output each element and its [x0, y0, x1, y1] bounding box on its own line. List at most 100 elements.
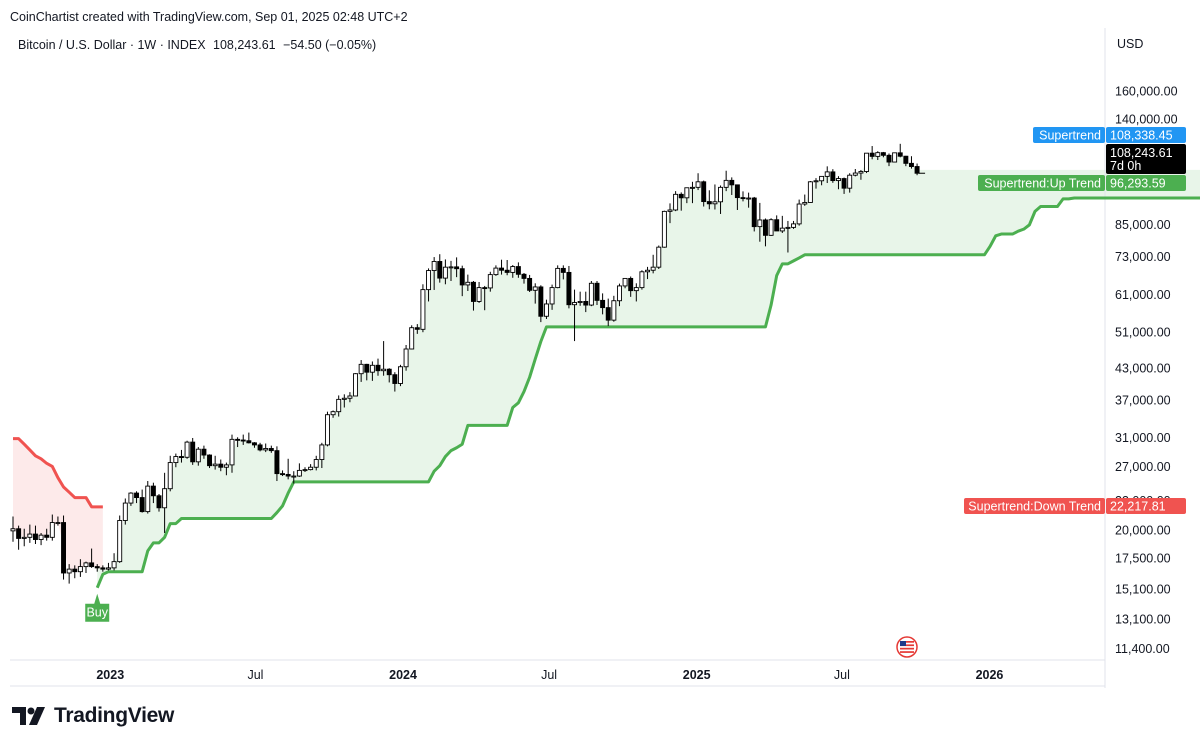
candle[interactable] [892, 152, 898, 163]
candle[interactable] [470, 281, 476, 311]
candle[interactable] [858, 169, 864, 180]
candle[interactable] [257, 442, 263, 452]
candle[interactable] [285, 458, 291, 480]
candle[interactable] [588, 281, 594, 307]
candle[interactable] [543, 299, 549, 319]
candle[interactable] [150, 482, 156, 504]
candle[interactable] [824, 166, 830, 184]
candle[interactable] [94, 564, 100, 572]
candle[interactable] [184, 440, 190, 459]
candle[interactable] [746, 192, 752, 208]
candle[interactable] [706, 190, 712, 210]
candle[interactable] [661, 210, 667, 248]
candle[interactable] [729, 177, 735, 195]
candle[interactable] [830, 169, 836, 183]
candle[interactable] [807, 180, 813, 203]
candle[interactable] [381, 341, 387, 376]
candle[interactable] [251, 442, 257, 448]
candle[interactable] [734, 184, 740, 210]
candle[interactable] [207, 454, 213, 469]
candle[interactable] [38, 532, 44, 546]
candle[interactable] [100, 565, 106, 572]
candle[interactable] [235, 437, 241, 448]
candle[interactable] [212, 455, 218, 470]
candle[interactable] [77, 559, 83, 577]
candle[interactable] [639, 270, 645, 290]
candle[interactable] [678, 192, 684, 211]
candle[interactable] [650, 254, 656, 274]
candle[interactable] [802, 194, 808, 206]
candle[interactable] [397, 364, 403, 387]
candle[interactable] [572, 289, 578, 342]
candle[interactable] [594, 281, 600, 306]
candle[interactable] [134, 491, 140, 504]
candle[interactable] [785, 220, 791, 253]
candle[interactable] [89, 548, 95, 568]
candle[interactable] [375, 358, 381, 376]
candle[interactable] [465, 274, 471, 291]
candle[interactable] [875, 151, 881, 161]
candle[interactable] [538, 285, 544, 323]
candle[interactable] [358, 360, 364, 382]
candle[interactable] [268, 445, 274, 453]
candle[interactable] [813, 178, 819, 189]
candle[interactable] [117, 515, 123, 563]
candle[interactable] [622, 277, 628, 289]
candle[interactable] [414, 324, 420, 334]
candle[interactable] [499, 259, 505, 275]
candle[interactable] [403, 345, 409, 371]
candle[interactable] [442, 259, 448, 285]
candle[interactable] [819, 175, 825, 186]
candle[interactable] [291, 471, 297, 484]
candle[interactable] [779, 215, 785, 233]
candle[interactable] [482, 285, 488, 311]
candle[interactable] [32, 525, 38, 544]
candle[interactable] [49, 514, 55, 541]
candle[interactable] [616, 283, 622, 307]
candle[interactable] [111, 553, 117, 571]
candle[interactable] [353, 373, 359, 397]
candle[interactable] [105, 562, 111, 571]
candle[interactable] [139, 489, 145, 513]
candle[interactable] [762, 218, 768, 247]
candle[interactable] [712, 184, 718, 210]
candle[interactable] [369, 361, 375, 381]
candle[interactable] [223, 462, 229, 476]
candle[interactable] [555, 265, 561, 289]
candle[interactable] [274, 446, 280, 482]
candle[interactable] [420, 284, 426, 333]
candle[interactable] [162, 472, 168, 533]
candle[interactable] [201, 445, 207, 459]
candle[interactable] [841, 177, 847, 194]
candle[interactable] [796, 199, 802, 226]
candle[interactable] [493, 265, 499, 276]
candle[interactable] [27, 524, 33, 543]
candle[interactable] [605, 298, 611, 327]
symbol-name[interactable]: Bitcoin / U.S. Dollar · 1W · INDEX [18, 38, 206, 52]
candle[interactable] [510, 265, 516, 278]
candle[interactable] [454, 257, 460, 278]
candle[interactable] [476, 281, 482, 303]
candle[interactable] [330, 410, 336, 418]
candle[interactable] [886, 153, 892, 167]
candle[interactable] [740, 191, 746, 202]
candle[interactable] [583, 291, 589, 313]
candle[interactable] [246, 432, 252, 444]
candle[interactable] [774, 215, 780, 232]
candle[interactable] [835, 176, 841, 190]
candle[interactable] [645, 266, 651, 280]
candle[interactable] [701, 180, 707, 207]
candle[interactable] [263, 443, 269, 453]
candle[interactable] [437, 254, 443, 283]
candle[interactable] [386, 368, 392, 383]
candle[interactable] [178, 449, 184, 463]
candle[interactable] [122, 498, 128, 525]
candle[interactable] [628, 276, 634, 297]
candle[interactable] [903, 155, 909, 167]
candle[interactable] [577, 291, 583, 306]
candle[interactable] [195, 447, 201, 466]
candle[interactable] [611, 295, 617, 322]
candle[interactable] [83, 561, 89, 573]
candle[interactable] [487, 271, 493, 292]
